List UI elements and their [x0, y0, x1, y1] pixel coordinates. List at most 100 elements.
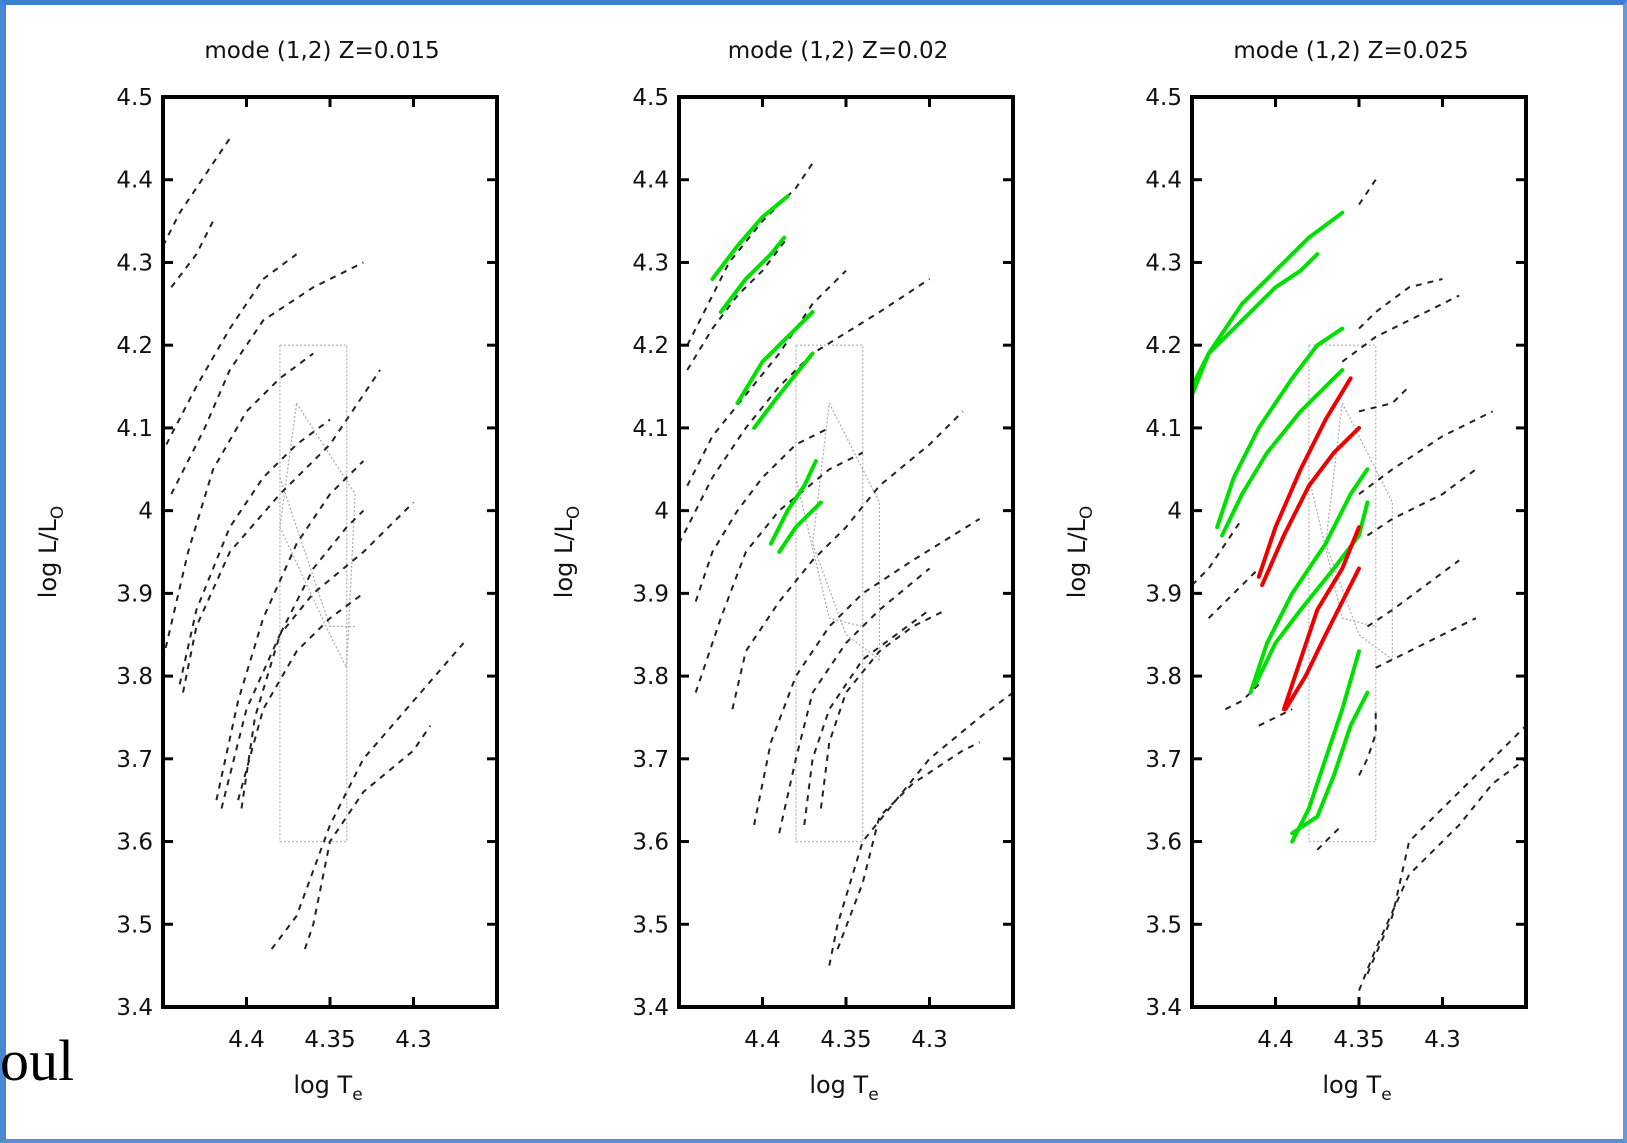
y-tick-label: 4.1 [1145, 416, 1182, 442]
y-tick-label: 4.3 [116, 250, 153, 276]
chart-panel-z002: mode (1,2) Z=0.02 3.4 3.5 3.6 3.7 3.8 3.9 4 4.1… [550, 38, 1015, 1105]
evolution-track [163, 352, 314, 660]
unstable-segment-green [1192, 210, 1345, 397]
instability-strip-line [1308, 477, 1376, 628]
x-tick-label: 4.4 [1257, 1027, 1294, 1053]
y-axis-label: log L/LO [34, 506, 68, 598]
evolution-track [1316, 824, 1344, 851]
y-tick-label: 4.5 [632, 85, 669, 111]
chart-panel-z0015: mode (1,2) Z=0.015 3.4 3.5 3.6 3.7 3.8 3.9 4 4.… [34, 38, 499, 1105]
unstable-segment-green [718, 235, 787, 315]
evolution-track [753, 518, 981, 826]
evolution-track [686, 236, 789, 371]
unstable-segment-green [1215, 326, 1345, 530]
y-tick-label: 3.6 [632, 830, 669, 856]
y-tick-label: 4 [1167, 499, 1182, 525]
y-tick-label: 4 [654, 499, 669, 525]
y-tick-label: 3.8 [1145, 664, 1182, 690]
unstable-segment-green [1220, 368, 1345, 538]
y-tick-label: 3.7 [116, 747, 153, 773]
x-axis-label: log Te [809, 1071, 878, 1105]
x-tick-label: 4.4 [744, 1027, 781, 1053]
slide-text-fragment: oul [0, 1028, 75, 1093]
unstable-segment-green [752, 351, 815, 430]
unstable-segment-green [768, 459, 818, 546]
x-axis-label-subscript: e [868, 1085, 878, 1105]
y-tick-label: 3.5 [1145, 912, 1182, 938]
evolution-track [828, 691, 1013, 966]
y-tick-label: 3.9 [116, 581, 153, 607]
evolution-track [165, 253, 298, 445]
evolution-track [170, 261, 364, 495]
y-tick-label: 3.9 [632, 581, 669, 607]
evolution-track [1358, 709, 1377, 776]
y-tick-label: 3.6 [116, 830, 153, 856]
evolution-track [178, 418, 331, 685]
y-tick-label: 3.4 [116, 995, 153, 1021]
unstable-segment-red [1256, 376, 1353, 579]
x-tick-label: 4.3 [1424, 1027, 1461, 1053]
evolution-track [803, 609, 931, 826]
y-tick-label: 3.9 [1145, 581, 1182, 607]
plot-data-layer [163, 137, 465, 950]
y-axis-label: log L/LO [1063, 506, 1097, 598]
evolution-track [303, 725, 432, 950]
y-tick-label: 4.2 [632, 333, 669, 359]
panel-title: mode (1,2) Z=0.015 [204, 38, 439, 64]
y-axis-label-subscript: O [564, 506, 584, 519]
chart-panel-z0025: mode (1,2) Z=0.025 3.4 3.5 3.6 3.7 3.8 3.9 4 4.… [1063, 38, 1528, 1105]
x-axis-label: log Te [1322, 1071, 1391, 1105]
x-tick-label: 4.4 [228, 1027, 265, 1053]
instability-strip-line [1324, 402, 1393, 661]
unstable-segment-red [1260, 425, 1361, 588]
evolution-track [163, 137, 231, 247]
y-tick-label: 3.4 [1145, 995, 1182, 1021]
instability-box [279, 344, 348, 843]
evolution-track [686, 162, 814, 346]
evolution-track [215, 460, 365, 801]
instability-strip-line [811, 402, 880, 661]
evolution-track [1192, 518, 1243, 586]
plot-data-layer [1192, 179, 1526, 991]
y-tick-label: 4 [138, 499, 153, 525]
y-tick-label: 4.4 [116, 168, 153, 194]
evolution-track [694, 427, 830, 602]
y-tick-label: 4.3 [632, 250, 669, 276]
evolution-track [170, 220, 214, 288]
evolution-track [240, 509, 365, 809]
evolution-track [819, 609, 947, 809]
y-axis-label: log L/LO [550, 506, 584, 598]
unstable-segment-green [1248, 467, 1370, 695]
x-tick-label: 4.35 [1333, 1027, 1384, 1053]
unstable-segment-green [735, 310, 815, 406]
evolution-track [1366, 724, 1526, 975]
evolution-track [1258, 708, 1293, 727]
y-tick-label: 4.5 [116, 85, 153, 111]
y-tick-label: 3.7 [1145, 747, 1182, 773]
x-tick-label: 4.3 [395, 1027, 432, 1053]
y-tick-label: 4.3 [1145, 250, 1182, 276]
evolution-track [694, 451, 864, 693]
y-tick-label: 4.4 [1145, 168, 1182, 194]
evolution-track [679, 278, 931, 545]
evolution-track [237, 592, 364, 801]
x-tick-label: 4.3 [911, 1027, 948, 1053]
x-axis-label: log Te [293, 1071, 362, 1105]
y-axis-label-subscript: O [1077, 506, 1097, 519]
evolution-track [1358, 179, 1377, 206]
y-tick-label: 4.4 [632, 168, 669, 194]
unstable-segment-green [1192, 252, 1320, 389]
unstable-segment-red [1283, 566, 1361, 712]
instability-strip-line [795, 477, 863, 628]
x-axis-label-subscript: e [352, 1085, 362, 1105]
y-tick-label: 4.2 [116, 333, 153, 359]
unstable-segment-green [777, 500, 823, 554]
y-axis-label-subscript: O [48, 506, 68, 519]
panel-title: mode (1,2) Z=0.025 [1233, 38, 1468, 64]
evolution-track [778, 567, 931, 834]
instability-box [1308, 344, 1377, 843]
evolution-track [1366, 468, 1477, 537]
plot-frame [677, 95, 1015, 1009]
